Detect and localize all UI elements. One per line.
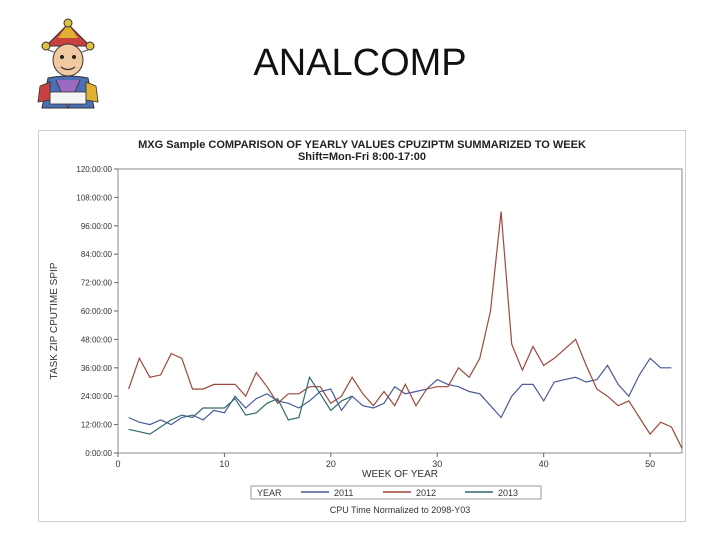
y-tick-label: 60:00:00 [81,307,113,316]
x-tick-label: 30 [432,459,442,469]
x-tick-label: 40 [539,459,549,469]
x-tick-label: 20 [326,459,336,469]
series-line-2013 [128,375,353,435]
chart-title: MXG Sample COMPARISON OF YEARLY VALUES C… [138,139,586,151]
y-axis-label: TASK ZIP CPUTIME SPIP [49,262,60,379]
y-tick-label: 24:00:00 [81,392,113,401]
jester-mascot-icon [28,16,108,116]
plot-area [117,168,683,454]
series-line-2012 [128,211,683,449]
series-lines [128,211,683,449]
legend: YEAR 2011 2012 2013 [250,485,542,500]
legend-label-2011: 2011 [334,488,353,498]
y-tick-label: 72:00:00 [81,279,113,288]
legend-label-2013: 2013 [498,488,518,498]
y-tick-label: 48:00:00 [81,335,113,344]
x-axis-label: WEEK OF YEAR [362,469,438,480]
x-tick-label: 10 [219,459,229,469]
x-tick-label: 0 [115,459,120,469]
series-line-2011 [128,357,672,426]
axes: 0:00:00 12:00:00 24:00:00 36:00:00 48:00:00 6… [76,165,683,469]
legend-box [250,485,542,500]
chart-subtitle: Shift=Mon-Fri 8:00-17:00 [297,151,427,163]
slide-title: ANALCOMP [253,42,467,84]
legend-title: YEAR [257,488,282,498]
x-tick-label: 50 [645,459,655,469]
footnote: CPU Time Normalized to 2098-Y03 [330,505,471,515]
y-tick-label: 84:00:00 [81,250,113,259]
y-tick-label: 36:00:00 [81,364,113,373]
y-tick-label: 96:00:00 [81,222,113,231]
legend-label-2012: 2012 [416,488,436,498]
chart-panel: MXG Sample COMPARISON OF YEARLY VALUES C… [38,130,686,522]
y-tick-label: 12:00:00 [81,421,113,430]
y-tick-label: 0:00:00 [85,449,112,458]
line-chart: 0:00:00 12:00:00 24:00:00 36:00:00 48:00:00 6… [49,165,683,515]
y-tick-label: 120:00:00 [76,165,112,174]
y-tick-label: 108:00:00 [76,193,112,202]
